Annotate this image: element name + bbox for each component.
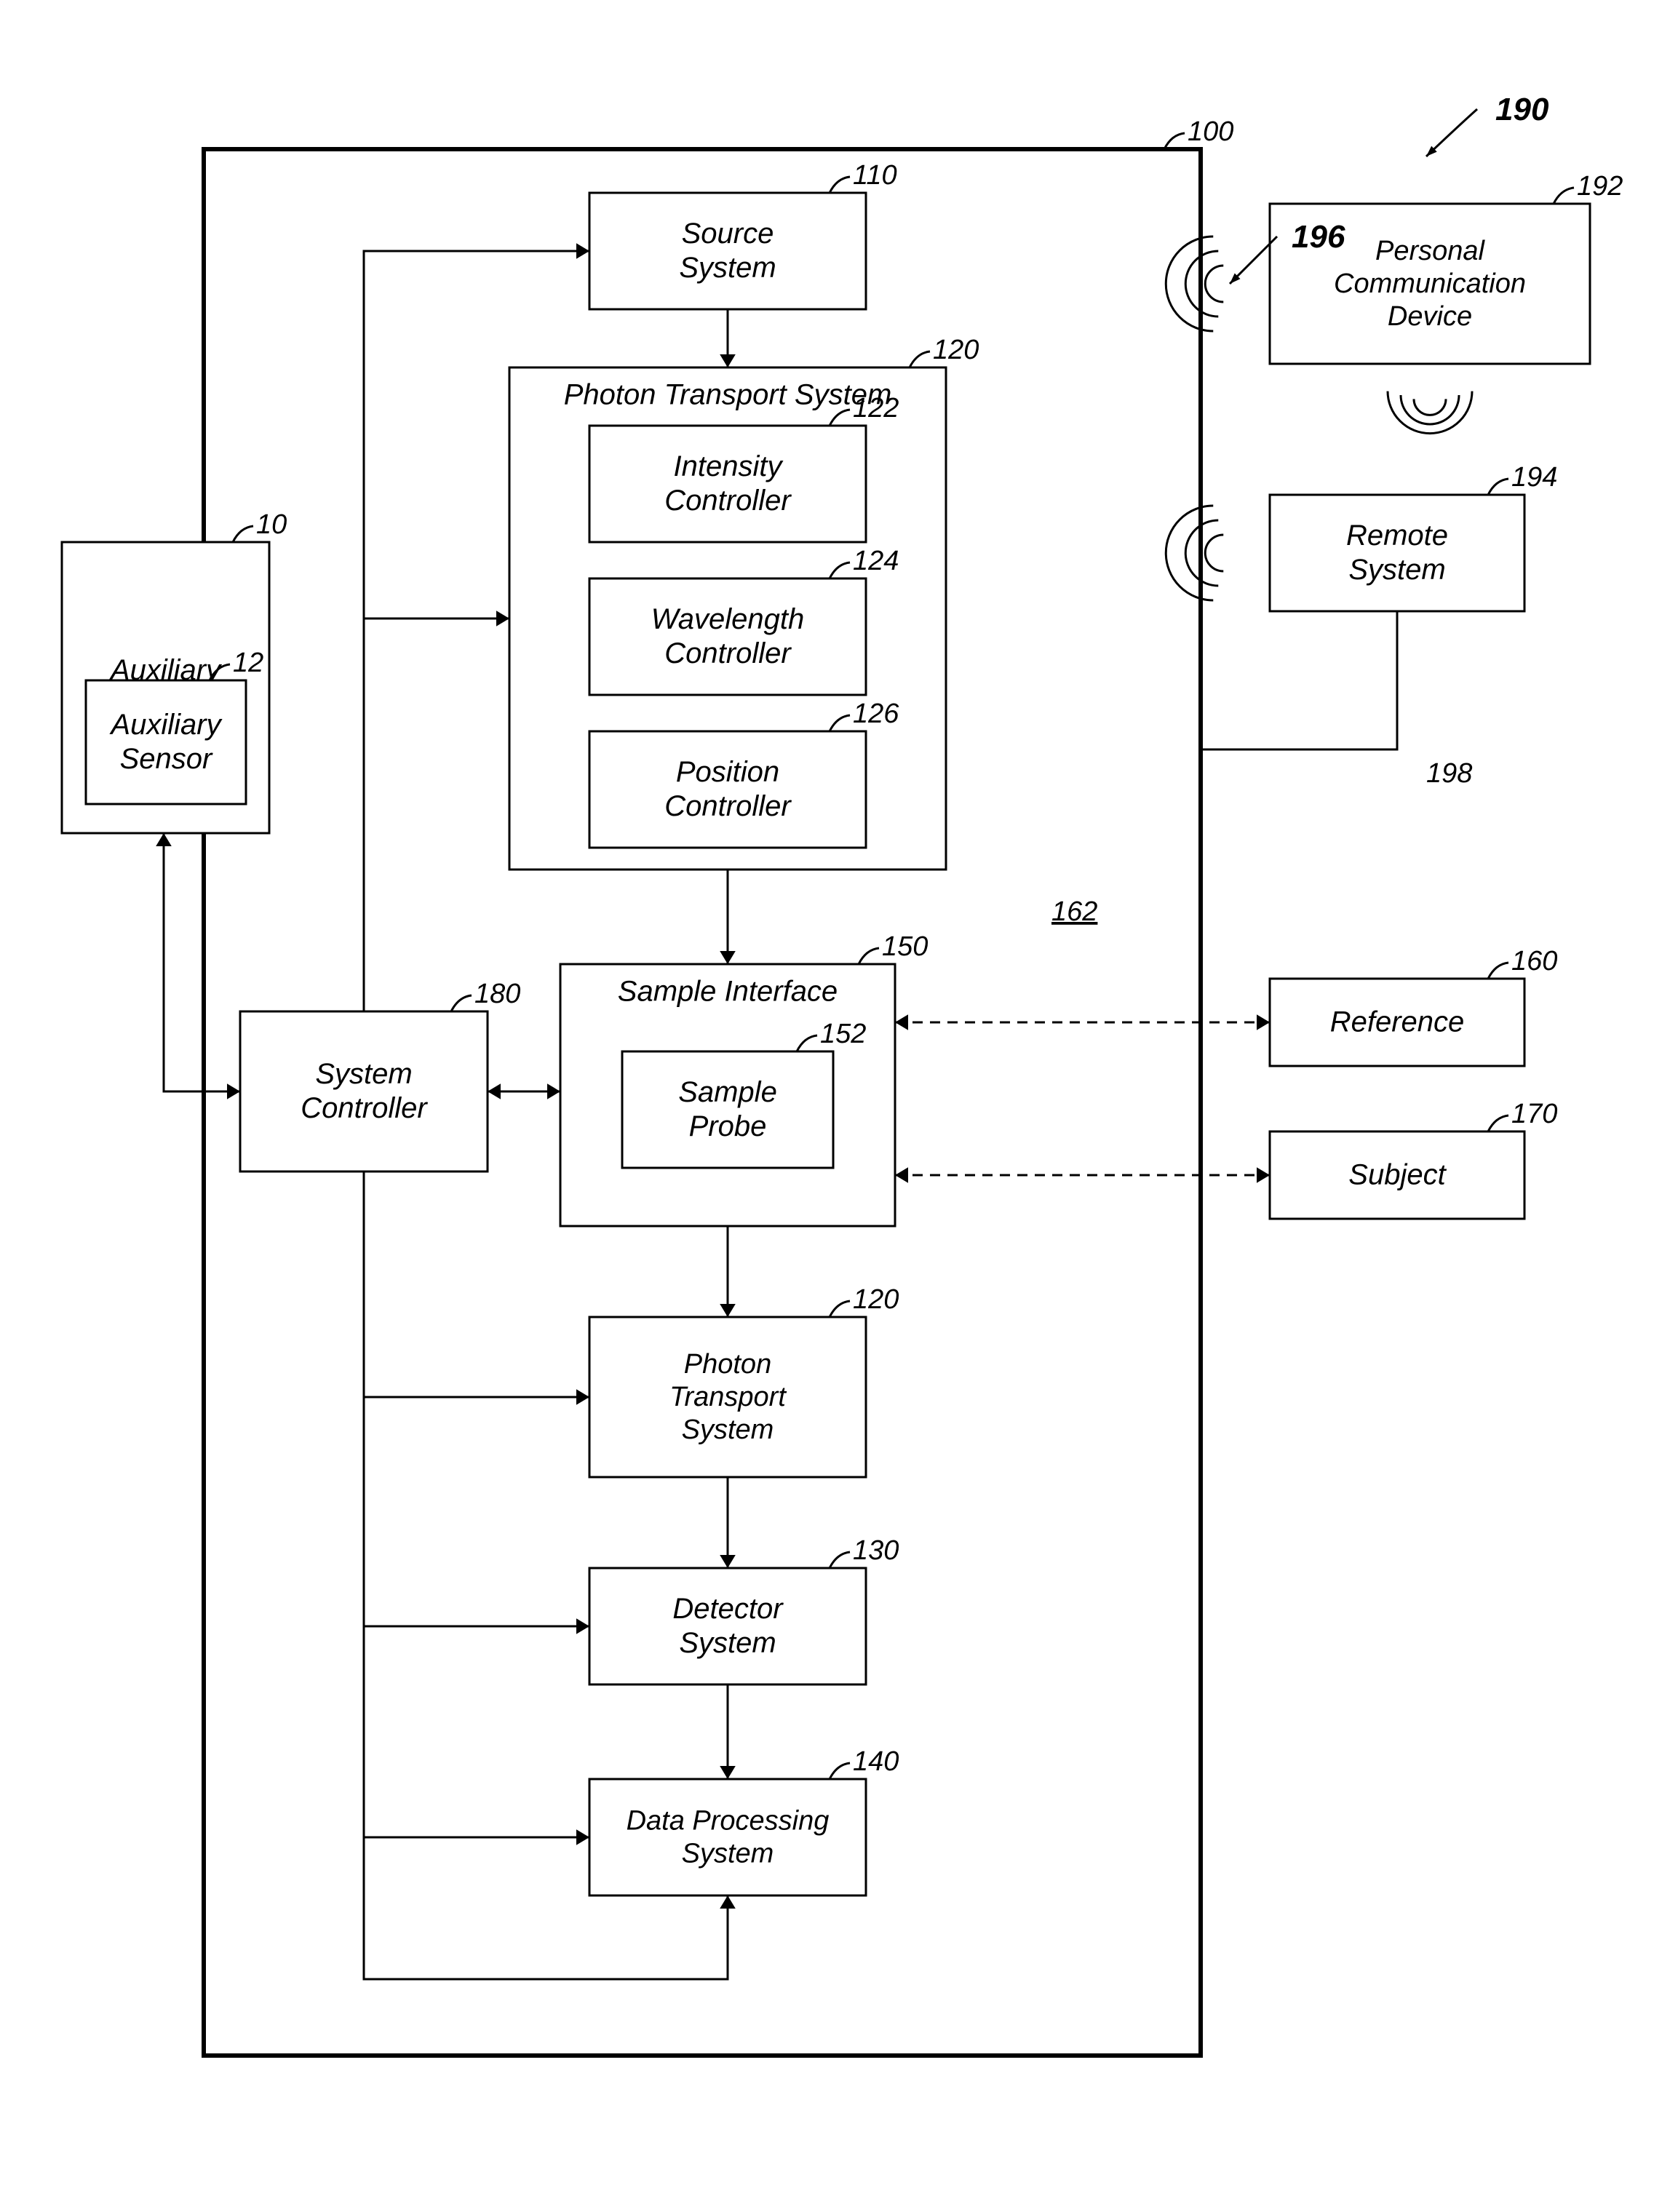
svg-text:110: 110 [853, 160, 897, 191]
svg-text:192: 192 [1577, 171, 1623, 202]
sample_probe-label-1: Probe [689, 1110, 767, 1142]
svg-text:140: 140 [853, 1746, 899, 1777]
svg-text:100: 100 [1188, 116, 1233, 147]
svg-text:152: 152 [820, 1019, 866, 1049]
source-label-0: Source [682, 218, 774, 250]
aux_sensor-box [86, 680, 246, 804]
svg-text:160: 160 [1511, 946, 1557, 976]
remote-label-1: System [1348, 554, 1445, 586]
svg-text:120: 120 [853, 1284, 899, 1315]
svg-text:124: 124 [853, 546, 899, 576]
aux_sensor-label-1: Sensor [120, 743, 213, 775]
pts_outer-title: Photon Transport System [564, 379, 892, 411]
svg-text:130: 130 [853, 1535, 899, 1566]
sample_if-title: Sample Interface [618, 976, 838, 1008]
detector-label-1: System [679, 1627, 776, 1659]
reference-label-0: Reference [1330, 1006, 1465, 1038]
system-block-diagram: 10010AuxiliarySystem12AuxiliarySensor110… [0, 0, 1670, 2212]
pts2-label-0: Photon [684, 1349, 771, 1380]
sys_ctrl-label-1: Controller [301, 1092, 428, 1124]
intensity-box [589, 426, 866, 542]
ref-198: 198 [1426, 758, 1472, 789]
ref-196: 196 [1292, 219, 1345, 255]
dataproc-box [589, 1779, 866, 1895]
sys_ctrl-box [240, 1011, 488, 1171]
intensity-label-1: Controller [664, 485, 792, 517]
position-box [589, 731, 866, 848]
svg-text:120: 120 [933, 335, 979, 365]
svg-text:180: 180 [474, 979, 520, 1009]
detector-label-0: Detector [672, 1593, 784, 1625]
dataproc-label-0: Data Processing [627, 1806, 830, 1837]
pcd-label-1: Communication [1334, 268, 1526, 299]
remote-box [1270, 495, 1524, 611]
sample_probe-label-0: Sample [678, 1076, 777, 1108]
remote-label-0: Remote [1346, 520, 1448, 552]
subject-label-0: Subject [1348, 1159, 1447, 1191]
svg-text:194: 194 [1511, 462, 1557, 493]
source-box [589, 193, 866, 309]
pts2-label-1: Transport [669, 1382, 787, 1412]
pts2-label-2: System [682, 1415, 774, 1445]
pcd-label-0: Personal [1375, 236, 1486, 266]
wavelength-label-0: Wavelength [651, 603, 805, 635]
wavelength-label-1: Controller [664, 637, 792, 669]
svg-text:12: 12 [233, 648, 263, 678]
svg-text:170: 170 [1511, 1099, 1557, 1129]
pcd-label-2: Device [1388, 301, 1472, 332]
ref-162: 162 [1051, 896, 1097, 927]
detector-box [589, 1568, 866, 1684]
intensity-label-0: Intensity [674, 450, 784, 482]
position-label-1: Controller [664, 790, 792, 822]
sys_ctrl-label-0: System [315, 1058, 412, 1090]
sample_probe-box [622, 1051, 833, 1168]
svg-text:150: 150 [882, 931, 928, 962]
svg-text:126: 126 [853, 699, 899, 729]
position-label-0: Position [676, 756, 779, 788]
svg-text:10: 10 [256, 509, 287, 540]
dataproc-label-1: System [682, 1838, 774, 1869]
aux_sensor-label-0: Auxiliary [109, 709, 223, 741]
source-label-1: System [679, 252, 776, 284]
wavelength-box [589, 578, 866, 695]
svg-text:122: 122 [853, 393, 899, 423]
ref-190: 190 [1495, 92, 1549, 127]
